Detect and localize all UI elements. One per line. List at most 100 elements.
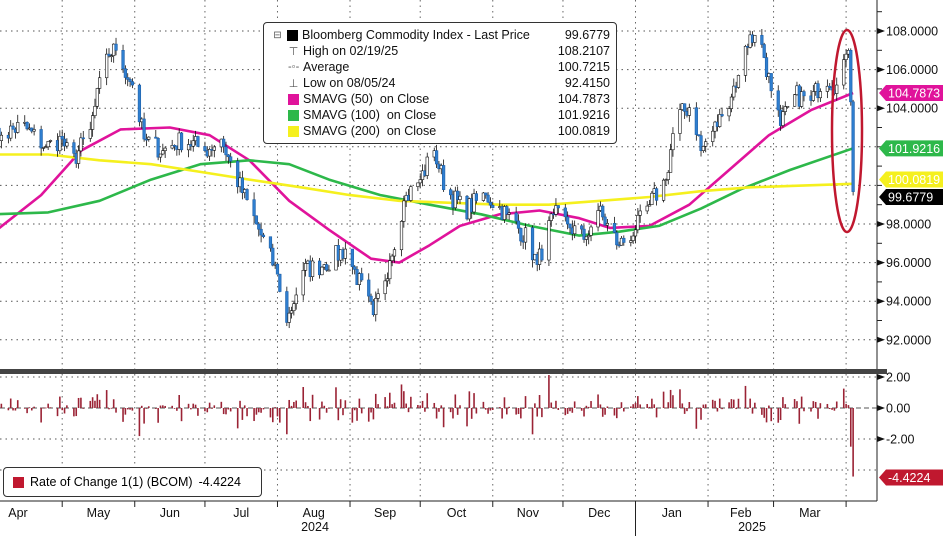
roc-bar <box>555 400 557 408</box>
roc-bar <box>615 408 618 419</box>
roc-bar <box>229 408 232 412</box>
candle-body <box>743 46 748 76</box>
roc-bar <box>206 408 209 413</box>
candle-body <box>701 146 705 151</box>
candle-body <box>416 182 420 187</box>
roc-bar <box>761 408 763 415</box>
candle-body <box>472 193 476 213</box>
annotation-ellipse <box>830 28 864 234</box>
roc-bar <box>782 397 784 408</box>
roc-bar <box>110 407 113 409</box>
candle-body <box>668 149 673 173</box>
roc-bar <box>115 408 117 413</box>
candle-body <box>418 179 422 184</box>
collapse-icon[interactable]: ⊟ <box>273 29 282 41</box>
roc-bar <box>590 401 592 408</box>
roc-bar <box>566 408 569 414</box>
month-label: Dec <box>588 506 610 520</box>
roc-bar <box>817 408 819 419</box>
roc-bar <box>351 408 354 423</box>
roc-bar <box>211 408 213 409</box>
candle-body <box>91 115 95 130</box>
candle-body <box>261 234 266 238</box>
candle-body <box>130 81 135 86</box>
roc-bar <box>700 408 702 420</box>
roc-bar <box>129 408 131 410</box>
candle-body <box>519 228 523 242</box>
roc-bar <box>302 387 305 408</box>
sma50-line <box>0 91 854 264</box>
candle-body <box>257 223 261 230</box>
candle-body <box>783 106 787 112</box>
roc-bar <box>66 405 68 408</box>
roc-tag-bg <box>879 469 943 486</box>
roc-bar <box>108 408 110 410</box>
month-label: Apr <box>8 506 27 520</box>
roc-bar <box>601 408 604 417</box>
roc-bar <box>637 396 639 408</box>
legend-swatch-black <box>287 29 298 41</box>
roc-bar <box>197 408 199 416</box>
candle-body <box>224 146 228 156</box>
candle-body <box>289 310 294 314</box>
candle-body <box>11 125 15 130</box>
roc-bar <box>393 402 396 408</box>
roc-bar <box>360 408 363 414</box>
legend-row-sma50: SMAVG (50) on Close 104.7873 <box>288 91 610 107</box>
roc-bar <box>353 408 356 411</box>
roc-bar <box>648 406 651 408</box>
candle-body <box>718 114 722 127</box>
candle-body <box>369 295 373 302</box>
low-marker-icon: ⊥ <box>288 77 299 90</box>
roc-bar <box>157 408 159 423</box>
roc-bar <box>98 399 101 408</box>
candle-body <box>687 107 691 116</box>
candle-body <box>367 279 371 297</box>
candle-body <box>596 210 600 228</box>
roc-bar <box>470 408 473 419</box>
sma200-tag: 100.0819 <box>888 173 940 187</box>
roc-bar <box>704 404 707 408</box>
tick-pointer-icon <box>877 259 885 266</box>
candle-body <box>661 179 666 201</box>
candle-body <box>633 229 638 237</box>
roc-bar <box>23 407 26 409</box>
legend-label: High on 02/19/25 <box>303 44 399 58</box>
candle-body <box>647 204 652 207</box>
candle-body <box>229 156 233 162</box>
sma100-line <box>0 147 854 237</box>
candle-body <box>566 216 570 225</box>
roc-bar <box>580 408 583 411</box>
roc-bar <box>697 408 700 409</box>
roc-bar <box>389 392 391 408</box>
candle-body <box>376 293 380 299</box>
candle-body <box>727 108 731 117</box>
roc-bar <box>260 408 262 413</box>
average-marker-icon: -◦- <box>288 61 300 73</box>
legend-value: 104.7873 <box>557 92 610 106</box>
candle-body <box>811 91 815 101</box>
roc-bar <box>597 394 599 408</box>
roc-bar <box>531 408 534 435</box>
roc-bar <box>96 394 99 408</box>
candle-body <box>81 137 85 140</box>
roc-bar <box>112 399 115 408</box>
roc-bar <box>552 408 555 409</box>
roc-bar <box>667 402 670 408</box>
sma200-tag-bg <box>879 171 943 188</box>
roc-bar <box>763 408 765 418</box>
roc-bar <box>604 408 606 415</box>
roc-bar <box>655 408 658 418</box>
candle-body <box>760 35 764 45</box>
roc-bar <box>695 408 698 429</box>
candle-body <box>325 264 329 271</box>
roc-bar <box>449 408 452 413</box>
sma50-tag-bg <box>879 85 943 102</box>
roc-bar <box>768 405 770 408</box>
candle-body <box>849 49 853 103</box>
price-legend: ⊟ Bloomberg Commodity Index - Last Price… <box>263 22 617 144</box>
legend-value: 100.7215 <box>557 60 610 74</box>
candle-body <box>196 136 200 147</box>
candle-body <box>154 136 158 139</box>
